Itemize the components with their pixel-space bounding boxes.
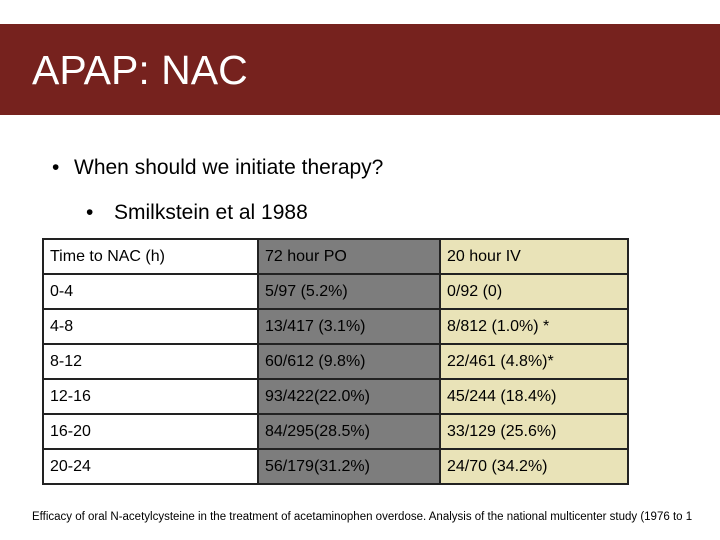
table-row: 0-4 5/97 (5.2%) 0/92 (0) [42, 273, 629, 310]
cell-72h-po: 13/417 (3.1%) [257, 308, 441, 345]
bullet-dot-icon: • [52, 156, 60, 179]
cell-time: 20-24 [42, 448, 259, 485]
cell-20h-iv: 0/92 (0) [439, 273, 629, 310]
table-row: 8-12 60/612 (9.8%) 22/461 (4.8%)* [42, 343, 629, 380]
table-row: 20-24 56/179(31.2%) 24/70 (34.2%) [42, 448, 629, 485]
cell-time: 8-12 [42, 343, 259, 380]
cell-72h-po: 84/295(28.5%) [257, 413, 441, 450]
header-20-hour-iv: 20 hour IV [439, 238, 629, 275]
cell-20h-iv: 22/461 (4.8%)* [439, 343, 629, 380]
table-row: 12-16 93/422(22.0%) 45/244 (18.4%) [42, 378, 629, 415]
cell-time: 0-4 [42, 273, 259, 310]
table-row: 16-20 84/295(28.5%) 33/129 (25.6%) [42, 413, 629, 450]
cell-72h-po: 56/179(31.2%) [257, 448, 441, 485]
cell-72h-po: 60/612 (9.8%) [257, 343, 441, 380]
results-table: Time to NAC (h) 72 hour PO 20 hour IV 0-… [42, 238, 629, 485]
cell-20h-iv: 45/244 (18.4%) [439, 378, 629, 415]
cell-20h-iv: 24/70 (34.2%) [439, 448, 629, 485]
cell-time: 4-8 [42, 308, 259, 345]
title-bar [0, 24, 720, 115]
header-72-hour-po: 72 hour PO [257, 238, 441, 275]
citation-footnote: Efficacy of oral N-acetylcysteine in the… [32, 511, 693, 523]
table-header-row: Time to NAC (h) 72 hour PO 20 hour IV [42, 238, 629, 275]
bullet-dot-icon: • [86, 201, 94, 224]
bullet-citation: • Smilkstein et al 1988 [86, 200, 308, 226]
slide-title: APAP: NAC [32, 47, 248, 93]
cell-time: 12-16 [42, 378, 259, 415]
bullet-question-text: When should we initiate therapy? [74, 156, 384, 179]
bullet-question: • When should we initiate therapy? [52, 155, 383, 181]
cell-time: 16-20 [42, 413, 259, 450]
cell-72h-po: 5/97 (5.2%) [257, 273, 441, 310]
bullet-citation-text: Smilkstein et al 1988 [114, 201, 308, 224]
cell-20h-iv: 33/129 (25.6%) [439, 413, 629, 450]
header-time-to-nac: Time to NAC (h) [42, 238, 259, 275]
cell-72h-po: 93/422(22.0%) [257, 378, 441, 415]
cell-20h-iv: 8/812 (1.0%) * [439, 308, 629, 345]
table-row: 4-8 13/417 (3.1%) 8/812 (1.0%) * [42, 308, 629, 345]
